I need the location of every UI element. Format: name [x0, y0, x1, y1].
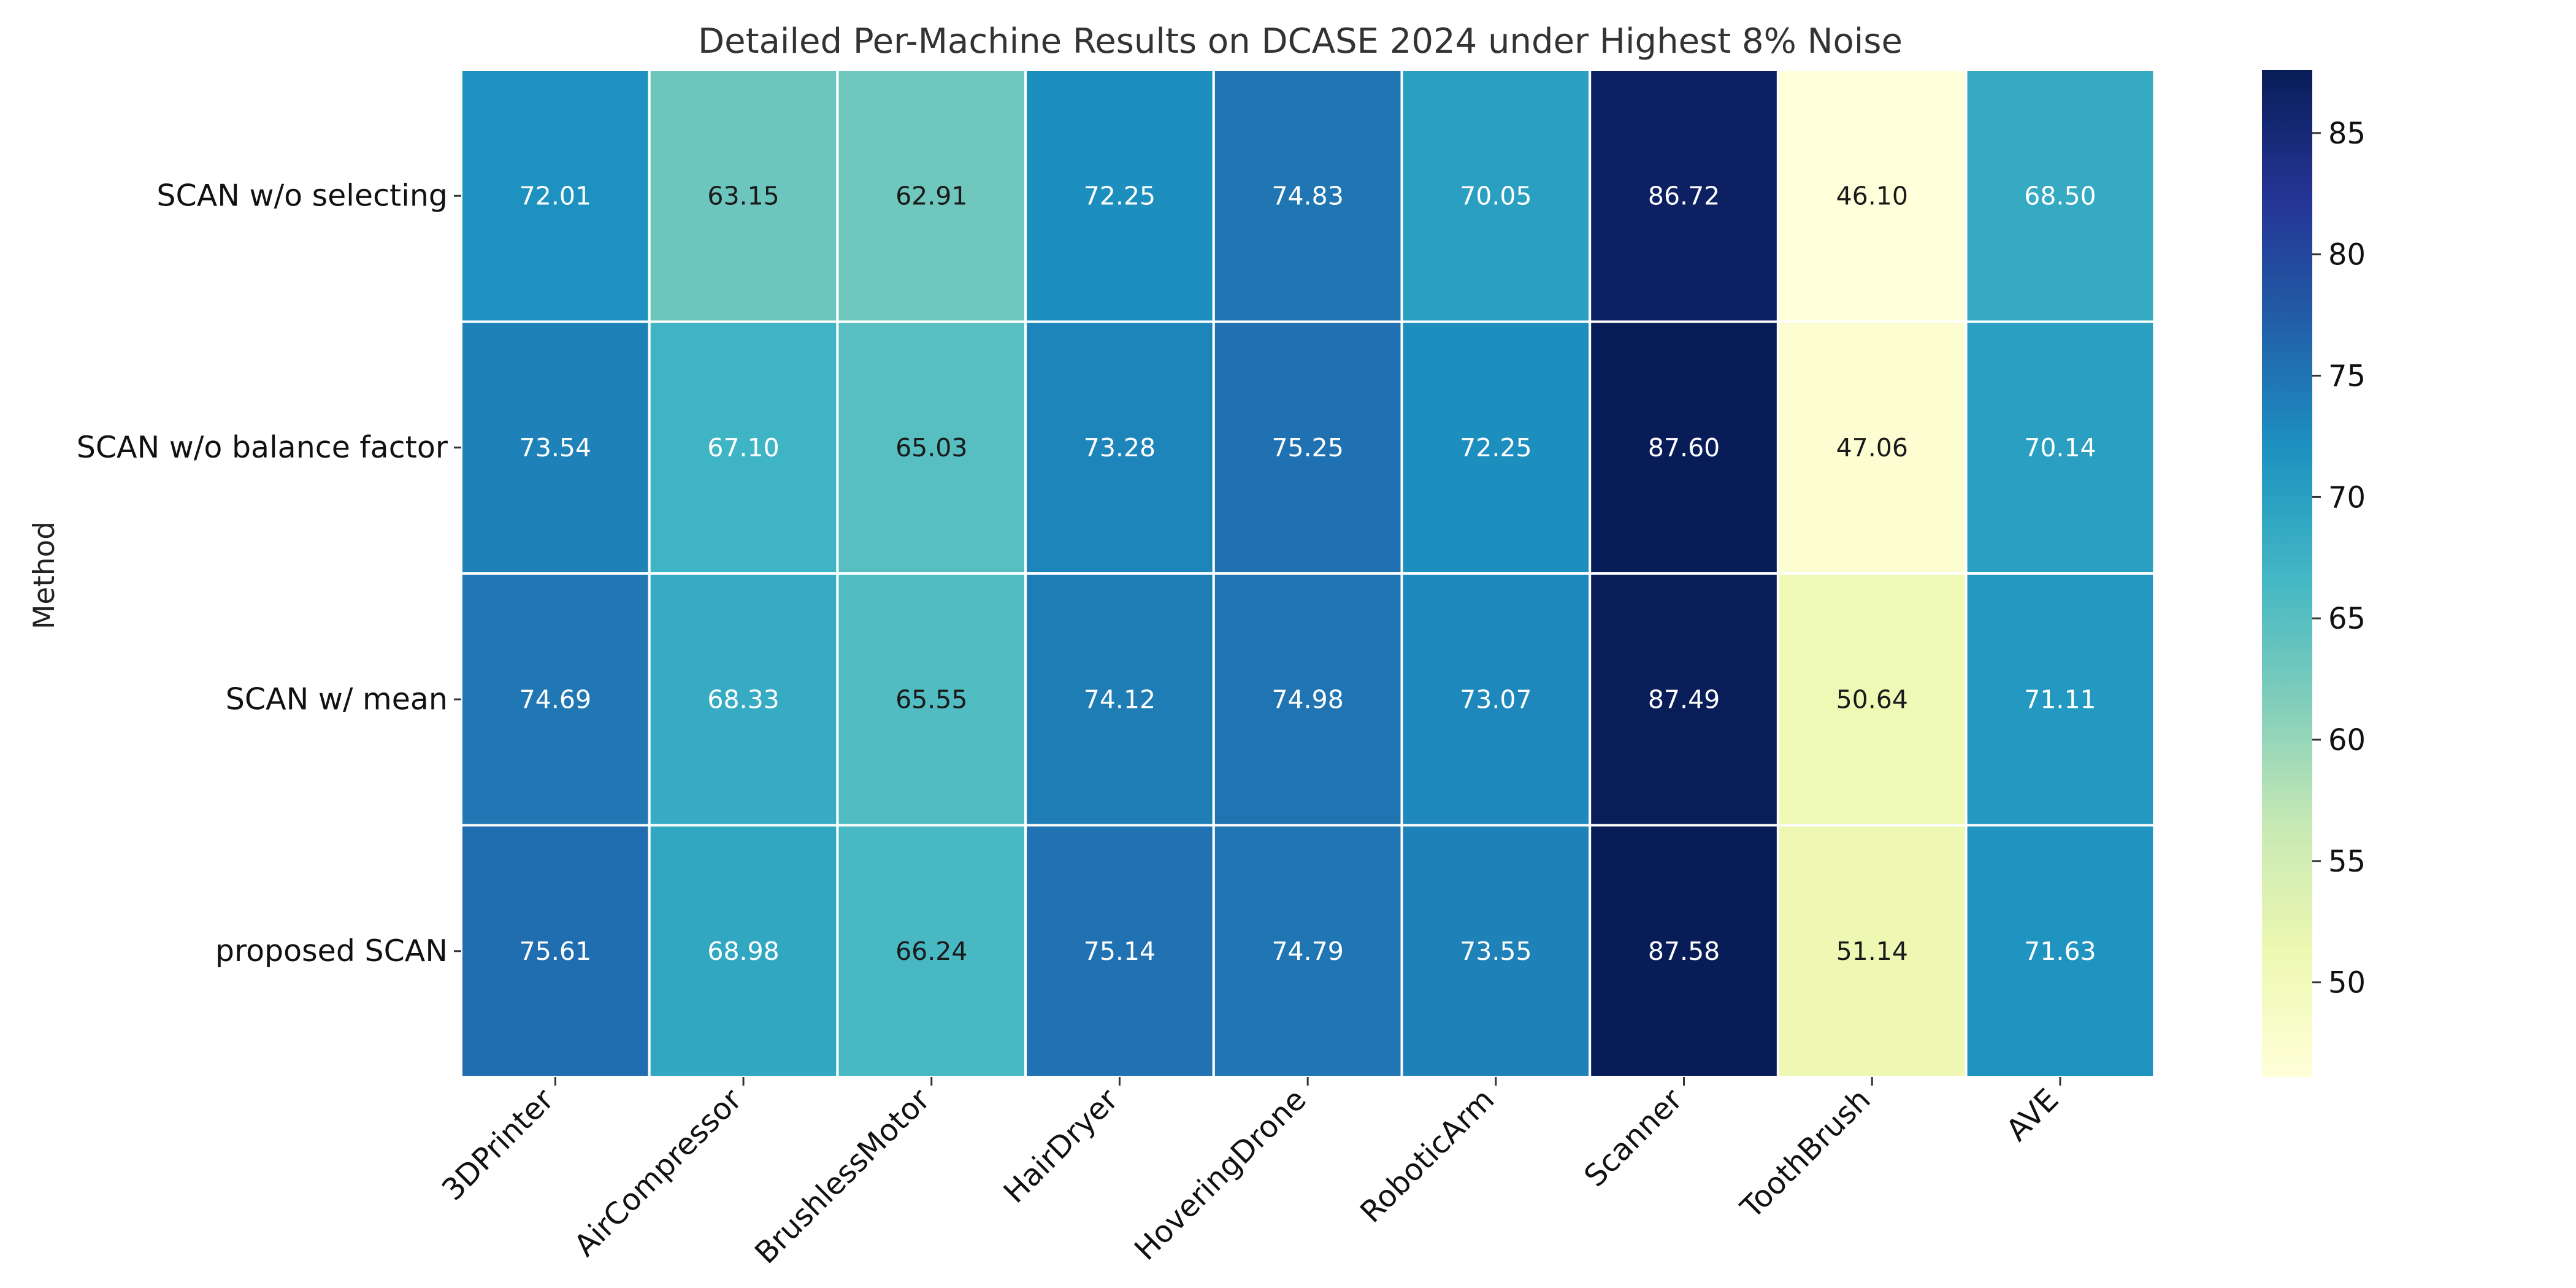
chart-title: Detailed Per-Machine Results on DCASE 20…	[698, 21, 1903, 61]
cell-value-label: 87.60	[1648, 433, 1720, 462]
heatmap-cell	[836, 320, 1027, 575]
heatmap-cell	[1212, 320, 1403, 575]
column-label: RoboticArm	[1354, 1082, 1501, 1230]
heatmap-cell	[1589, 320, 1779, 575]
cell-value-label: 75.61	[519, 937, 591, 966]
row-label: SCAN w/o balance factor	[77, 430, 448, 465]
cell-value-label: 87.58	[1648, 937, 1720, 966]
cell-value-label: 86.72	[1648, 181, 1720, 210]
column-label: AVE	[1999, 1082, 2065, 1148]
row-label: proposed SCAN	[215, 933, 448, 968]
heatmap-cell	[1212, 572, 1403, 827]
cell-value-label: 74.12	[1084, 684, 1156, 714]
y-axis-label: Method	[28, 521, 61, 629]
cell-value-label: 73.28	[1084, 433, 1156, 462]
row-labels: SCAN w/o selecting SCAN w/o balance facto…	[77, 178, 461, 968]
colorbar-tick-label: 70	[2328, 480, 2366, 515]
cell-value-label: 63.15	[707, 181, 779, 210]
row-label: SCAN w/ mean	[226, 681, 448, 716]
heatmap-cell	[460, 824, 651, 1078]
cell-value-label: 75.25	[1271, 433, 1343, 462]
cell-value-label: 70.14	[2024, 433, 2096, 462]
cell-value-label: 74.98	[1271, 684, 1343, 714]
row-label: SCAN w/o selecting	[156, 178, 448, 213]
heatmap-cell	[1965, 572, 2156, 827]
colorbar-tick-label: 60	[2328, 723, 2366, 757]
colorbar-tick-label: 65	[2328, 602, 2366, 636]
heatmap-cell	[1024, 320, 1215, 575]
column-label: HairDryer	[997, 1082, 1125, 1210]
heatmap-cell	[648, 572, 839, 827]
heatmap-cell	[1965, 320, 2156, 575]
cell-value-label: 67.10	[707, 433, 779, 462]
cell-value-label: 68.33	[707, 684, 779, 714]
heatmap-cell	[460, 69, 651, 323]
cell-value-label: 47.06	[1836, 433, 1908, 462]
heatmap-cell	[1776, 824, 1968, 1078]
column-label: 3DPrinter	[435, 1082, 561, 1208]
heatmap-cell	[1024, 69, 1215, 323]
colorbar-tick-label: 75	[2328, 359, 2366, 394]
cell-value-label: 71.11	[2024, 684, 2096, 714]
colorbar-tick-label: 85	[2328, 117, 2366, 151]
cell-value-label: 72.25	[1460, 433, 1531, 462]
column-label: HoveringDrone	[1128, 1082, 1313, 1267]
heatmap-cell	[836, 572, 1027, 827]
cell-value-label: 68.98	[707, 937, 779, 966]
heatmap-cell	[648, 69, 839, 323]
cell-value-label: 70.05	[1460, 181, 1531, 210]
cell-value-label: 73.07	[1460, 684, 1531, 714]
heatmap-cell	[1965, 824, 2156, 1078]
cell-value-label: 73.55	[1460, 937, 1531, 966]
cell-value-label: 65.03	[895, 433, 967, 462]
cell-value-label: 50.64	[1836, 684, 1908, 714]
column-label: BrushlessMotor	[748, 1082, 937, 1271]
column-label: Scanner	[1577, 1082, 1690, 1194]
cell-value-label: 72.25	[1084, 181, 1156, 210]
cell-value-label: 71.63	[2024, 937, 2096, 966]
cell-value-label: 65.55	[895, 684, 967, 714]
heatmap-cell	[460, 320, 651, 575]
heatmap-cell	[836, 69, 1027, 323]
heatmap-cell	[1024, 824, 1215, 1078]
column-label: ToothBrush	[1734, 1082, 1877, 1225]
heatmap-cell	[460, 572, 651, 827]
cell-value-label: 72.01	[519, 181, 591, 210]
heatmap-cell	[1776, 320, 1968, 575]
cell-value-label: 62.91	[895, 181, 967, 210]
colorbar: 50 55 60 65 70 75 80 85	[2262, 70, 2366, 1077]
heatmap-cell	[1212, 69, 1403, 323]
cell-value-label: 51.14	[1836, 937, 1908, 966]
column-label: AirCompressor	[567, 1082, 749, 1263]
colorbar-ticks: 50 55 60 65 70 75 80 85	[2312, 117, 2366, 1000]
cell-value-label: 74.83	[1271, 181, 1343, 210]
heatmap-grid: 72.01 63.15 62.91 72.25 74.83 70.05 86.72 46.10…	[460, 69, 2156, 1078]
cell-value-label: 66.24	[895, 937, 967, 966]
cell-value-label: 73.54	[519, 433, 591, 462]
heatmap-cell	[1776, 69, 1968, 323]
colorbar-tick-label: 55	[2328, 845, 2366, 879]
colorbar-gradient	[2262, 70, 2312, 1077]
column-labels: 3DPrinter AirCompressor BrushlessMotor Hair…	[435, 1077, 2065, 1271]
colorbar-tick-label: 80	[2328, 238, 2366, 272]
heatmap-cell	[1024, 572, 1215, 827]
cell-value-label: 46.10	[1836, 181, 1908, 210]
cell-value-label: 75.14	[1084, 937, 1156, 966]
heatmap-cell	[1589, 572, 1779, 827]
cell-value-label: 74.79	[1271, 937, 1343, 966]
cell-value-label: 74.69	[519, 684, 591, 714]
heatmap-cell	[1400, 69, 1592, 323]
cell-value-label: 87.49	[1648, 684, 1720, 714]
heatmap-cell	[648, 824, 839, 1078]
heatmap-cell	[1400, 320, 1592, 575]
colorbar-tick-label: 50	[2328, 966, 2366, 1000]
cell-value-label: 68.50	[2024, 181, 2096, 210]
